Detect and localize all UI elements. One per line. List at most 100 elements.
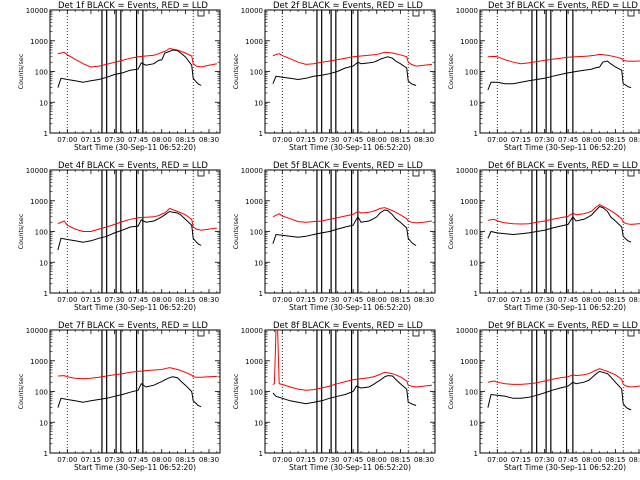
y-tick-label: 10 bbox=[39, 419, 48, 427]
x-axis-label: Start Time (30-Sep-11 06:52:20) bbox=[289, 303, 411, 312]
x-tick-label: 08:15 bbox=[390, 456, 410, 464]
y-tick-label: 1 bbox=[259, 130, 263, 138]
x-tick-label: 08:00 bbox=[152, 296, 172, 304]
x-tick-label: 08:30 bbox=[414, 456, 434, 464]
x-tick-label: 07:15 bbox=[81, 456, 101, 464]
y-axis-label: Counts/sec bbox=[17, 53, 25, 89]
x-tick-label: 07:45 bbox=[558, 296, 578, 304]
detector-panel: Det 9f BLACK = Events, RED = LLD 1 10 100 10… bbox=[447, 321, 640, 472]
x-tick-label: 08:30 bbox=[414, 296, 434, 304]
x-tick-label: 08:30 bbox=[629, 296, 640, 304]
x-tick-label: 08:30 bbox=[199, 456, 219, 464]
events-series-line bbox=[272, 375, 417, 406]
x-tick-label: 07:45 bbox=[128, 456, 148, 464]
events-series-line bbox=[487, 370, 632, 411]
x-tick-label: 07:30 bbox=[534, 456, 554, 464]
lld-series-line bbox=[272, 207, 432, 224]
x-tick-label: 07:15 bbox=[511, 296, 531, 304]
x-tick-label: 07:30 bbox=[104, 136, 124, 144]
events-series-line bbox=[487, 60, 632, 91]
y-axis-label: Counts/sec bbox=[447, 53, 455, 89]
panel-title: Det 5f BLACK = Events, RED = LLD bbox=[273, 161, 423, 171]
detector-panel: Det 7f BLACK = Events, RED = LLD 1 10 100 10… bbox=[17, 321, 221, 472]
y-axis-label: Counts/sec bbox=[232, 373, 240, 409]
x-axis-label: Start Time (30-Sep-11 06:52:20) bbox=[74, 143, 196, 152]
x-tick-label: 07:30 bbox=[534, 296, 554, 304]
y-tick-label: 10 bbox=[254, 419, 263, 427]
plot-frame bbox=[479, 9, 640, 134]
plot-frame bbox=[49, 9, 221, 134]
panel-title: Det 6f BLACK = Events, RED = LLD bbox=[488, 161, 638, 171]
y-tick-label: 100 bbox=[250, 69, 263, 77]
y-tick-label: 100 bbox=[465, 389, 478, 397]
x-tick-label: 08:30 bbox=[199, 136, 219, 144]
panel-title: Det 8f BLACK = Events, RED = LLD bbox=[273, 321, 423, 331]
y-tick-label: 1000 bbox=[460, 358, 478, 366]
y-tick-label: 10000 bbox=[241, 327, 263, 335]
lld-series-line bbox=[487, 368, 640, 388]
x-tick-label: 07:15 bbox=[296, 456, 316, 464]
detector-panel: Det 8f BLACK = Events, RED = LLD 1 10 100 10… bbox=[232, 321, 436, 472]
lld-series-line bbox=[272, 330, 432, 391]
y-tick-label: 1 bbox=[44, 130, 48, 138]
x-tick-label: 07:00 bbox=[487, 456, 507, 464]
x-axis-label: Start Time (30-Sep-11 06:52:20) bbox=[289, 463, 411, 472]
y-tick-label: 1 bbox=[259, 290, 263, 298]
x-tick-label: 07:00 bbox=[57, 136, 77, 144]
x-tick-label: 08:00 bbox=[582, 456, 602, 464]
plot-frame bbox=[264, 329, 436, 454]
x-tick-label: 07:30 bbox=[104, 456, 124, 464]
y-tick-label: 10 bbox=[39, 99, 48, 107]
panel-title: Det 4f BLACK = Events, RED = LLD bbox=[58, 161, 208, 171]
y-tick-label: 1 bbox=[474, 130, 478, 138]
x-tick-label: 07:15 bbox=[81, 296, 101, 304]
x-tick-label: 08:00 bbox=[582, 296, 602, 304]
y-tick-label: 100 bbox=[250, 229, 263, 237]
lld-series-line bbox=[57, 47, 217, 68]
y-tick-label: 1000 bbox=[30, 198, 48, 206]
x-tick-label: 08:15 bbox=[175, 136, 195, 144]
x-tick-label: 07:00 bbox=[487, 296, 507, 304]
y-tick-label: 10000 bbox=[26, 327, 48, 335]
x-tick-label: 07:45 bbox=[343, 296, 363, 304]
y-tick-label: 1000 bbox=[30, 38, 48, 46]
plot-frame bbox=[264, 169, 436, 294]
detector-panel: Det 5f BLACK = Events, RED = LLD 1 10 100 10… bbox=[232, 161, 436, 312]
y-tick-label: 1 bbox=[44, 450, 48, 458]
x-tick-label: 08:00 bbox=[152, 456, 172, 464]
x-axis-label: Start Time (30-Sep-11 06:52:20) bbox=[74, 463, 196, 472]
x-axis-label: Start Time (30-Sep-11 06:52:20) bbox=[74, 303, 196, 312]
y-tick-label: 10 bbox=[469, 419, 478, 427]
events-series-line bbox=[57, 49, 202, 88]
y-tick-label: 100 bbox=[35, 69, 48, 77]
detector-panel: Det 2f BLACK = Events, RED = LLD 1 10 100 10… bbox=[232, 1, 436, 152]
x-tick-label: 08:00 bbox=[367, 296, 387, 304]
y-tick-label: 1 bbox=[44, 290, 48, 298]
x-axis-label: Start Time (30-Sep-11 06:52:20) bbox=[504, 143, 626, 152]
y-tick-label: 1 bbox=[474, 450, 478, 458]
y-tick-label: 1000 bbox=[30, 358, 48, 366]
x-tick-label: 08:00 bbox=[367, 136, 387, 144]
y-tick-label: 10 bbox=[469, 99, 478, 107]
lld-series-line bbox=[487, 204, 640, 225]
y-tick-label: 1000 bbox=[460, 38, 478, 46]
events-series-line bbox=[272, 209, 417, 246]
y-tick-label: 100 bbox=[35, 389, 48, 397]
x-tick-label: 07:45 bbox=[343, 456, 363, 464]
x-tick-label: 07:00 bbox=[487, 136, 507, 144]
x-tick-label: 07:15 bbox=[296, 296, 316, 304]
detector-panel: Det 6f BLACK = Events, RED = LLD 1 10 100 10… bbox=[447, 161, 640, 312]
x-tick-label: 07:45 bbox=[343, 136, 363, 144]
y-tick-label: 10000 bbox=[26, 167, 48, 175]
y-axis-label: Counts/sec bbox=[447, 373, 455, 409]
lld-series-line bbox=[272, 51, 432, 67]
detector-panel: Det 3f BLACK = Events, RED = LLD 1 10 100 10… bbox=[447, 1, 640, 152]
y-tick-label: 1000 bbox=[245, 38, 263, 46]
y-axis-label: Counts/sec bbox=[232, 53, 240, 89]
y-tick-label: 1000 bbox=[245, 358, 263, 366]
y-tick-label: 10000 bbox=[456, 327, 478, 335]
plot-frame bbox=[264, 9, 436, 134]
x-tick-label: 07:15 bbox=[511, 456, 531, 464]
lld-series-line bbox=[57, 207, 217, 232]
y-tick-label: 100 bbox=[465, 69, 478, 77]
